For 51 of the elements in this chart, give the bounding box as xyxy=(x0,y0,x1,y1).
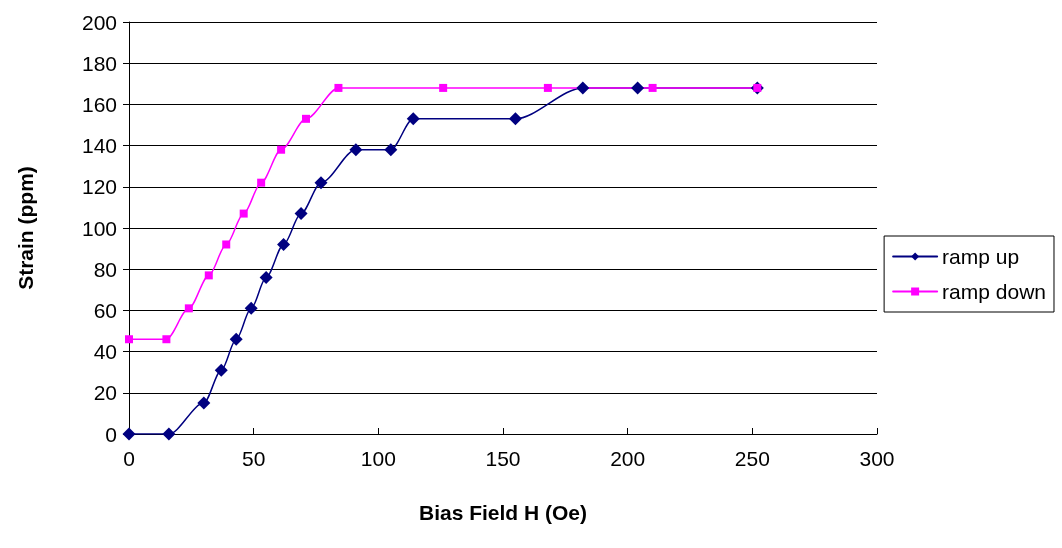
x-tick-label: 150 xyxy=(485,447,521,470)
point xyxy=(122,427,136,441)
point xyxy=(543,83,552,92)
x-tick-label: 100 xyxy=(360,447,396,470)
x-tick-label: 0 xyxy=(123,447,135,470)
y-tick-label: 160 xyxy=(81,92,117,116)
point xyxy=(314,176,328,190)
point xyxy=(648,83,657,92)
point xyxy=(244,301,258,315)
point xyxy=(439,83,448,92)
point xyxy=(302,114,311,123)
legend-label: ramp down xyxy=(942,280,1047,303)
point xyxy=(125,335,133,344)
x-tick-label: 200 xyxy=(610,447,646,470)
point xyxy=(229,332,243,346)
point xyxy=(184,304,193,313)
y-tick-label: 20 xyxy=(93,381,117,405)
y-tick-label: 180 xyxy=(81,51,117,75)
point xyxy=(214,363,228,377)
y-tick-label: 200 xyxy=(81,10,117,34)
point xyxy=(162,335,171,344)
point xyxy=(334,83,343,92)
y-axis-title: Strain (ppm) xyxy=(14,166,37,290)
point xyxy=(277,145,286,154)
point xyxy=(204,271,213,280)
y-tick-label: 0 xyxy=(105,422,117,446)
point xyxy=(631,81,645,95)
y-tick-label: 140 xyxy=(81,134,117,158)
y-tick-label: 80 xyxy=(93,257,117,281)
y-tick-label: 100 xyxy=(81,216,117,240)
x-tick-label: 50 xyxy=(241,447,266,470)
point xyxy=(384,143,398,157)
x-tick-label: 250 xyxy=(734,447,770,470)
point xyxy=(508,112,522,126)
point xyxy=(197,396,211,410)
y-tick-label: 60 xyxy=(93,298,117,322)
point xyxy=(162,427,176,441)
legend-label: ramp up xyxy=(942,245,1020,268)
point xyxy=(576,81,590,95)
x-axis-title: Bias Field H (Oe) xyxy=(418,501,588,524)
point xyxy=(259,270,273,284)
y-tick-label: 40 xyxy=(93,340,117,364)
point xyxy=(406,112,420,126)
point xyxy=(257,178,266,187)
point xyxy=(349,143,363,157)
y-tick-label: 120 xyxy=(81,175,117,199)
point xyxy=(222,240,231,249)
point xyxy=(294,207,308,221)
x-tick-label: 300 xyxy=(859,447,895,470)
point xyxy=(277,237,291,251)
point xyxy=(239,209,248,218)
